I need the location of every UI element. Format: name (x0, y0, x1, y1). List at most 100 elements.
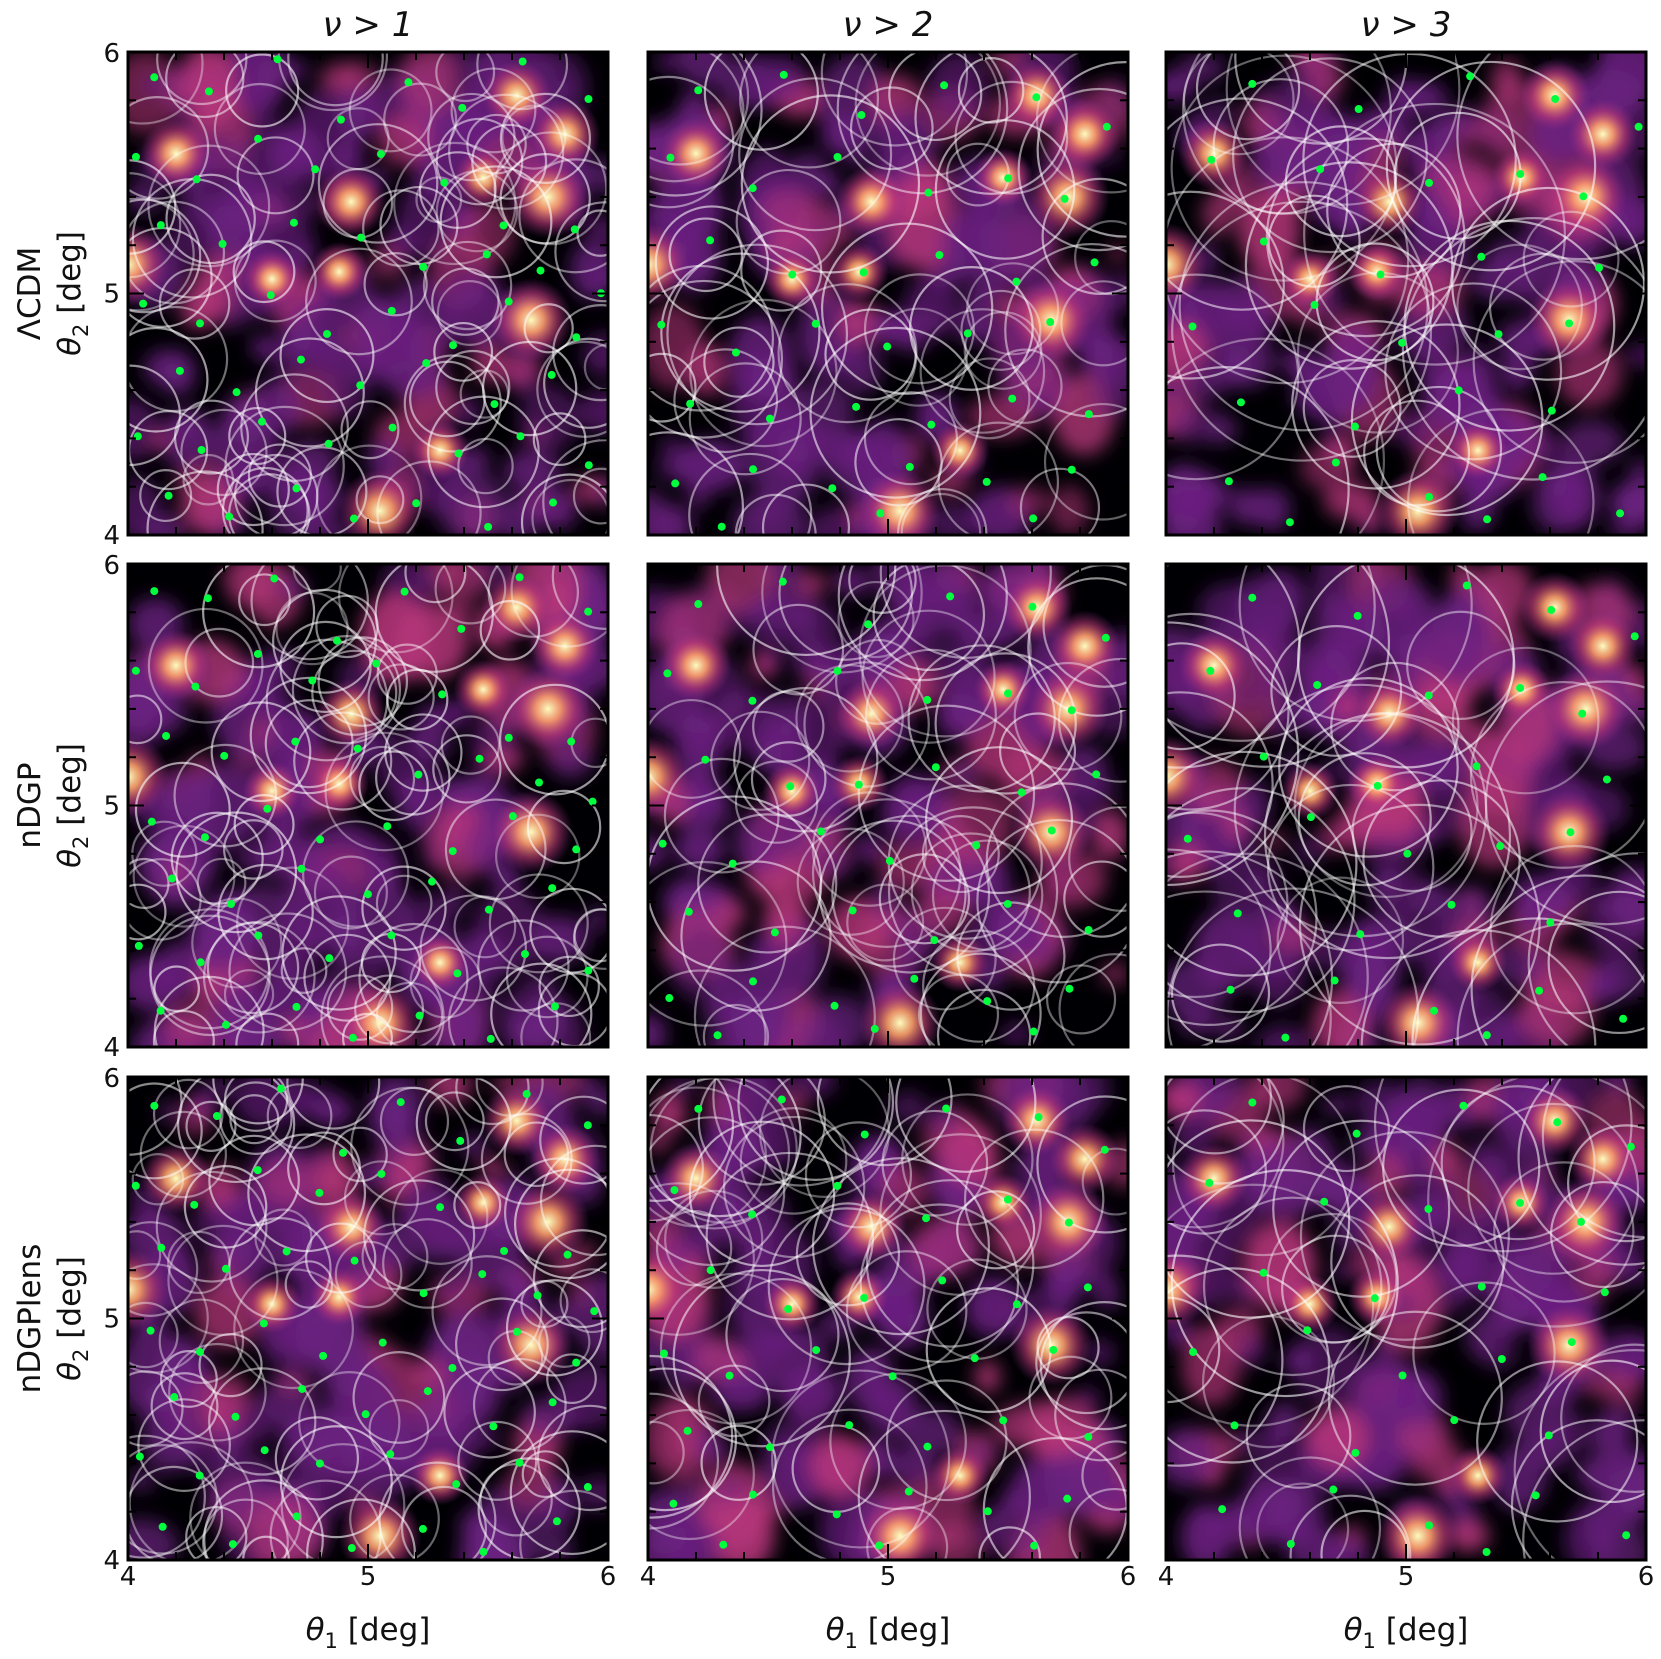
void-circle (361, 1223, 429, 1291)
void-circle (1170, 943, 1271, 1043)
peak-markers (1188, 72, 1643, 527)
peak-marker (1101, 633, 1110, 642)
void-circle (232, 240, 296, 304)
axis-ticks (127, 563, 609, 1048)
peak-marker (1376, 270, 1385, 279)
bright-peak (1566, 1123, 1639, 1196)
void-circle (317, 123, 439, 244)
void-circle (224, 405, 345, 527)
void-circle (1166, 750, 1358, 977)
void-circle (1245, 1383, 1352, 1489)
peak-marker (1285, 518, 1294, 527)
void-circle (978, 1526, 1041, 1560)
void-circle (223, 819, 284, 880)
peak-marker (1320, 1197, 1329, 1206)
bright-peak (1347, 241, 1408, 302)
peak-marker (339, 1148, 348, 1157)
void-circle (664, 1189, 764, 1289)
peak-marker (427, 877, 436, 886)
peak-marker (547, 370, 556, 379)
void-circle (415, 1077, 512, 1172)
void-circle (526, 789, 602, 865)
peak-marker (870, 1024, 879, 1033)
void-circle (303, 933, 392, 1022)
void-circle (931, 839, 1044, 951)
void-circle (326, 107, 390, 171)
void-circle (861, 609, 996, 744)
peak-marker (175, 366, 184, 375)
peak-marker (1577, 1217, 1586, 1226)
bright-peak (930, 1445, 990, 1506)
peak-marker (701, 755, 710, 764)
peak-marker (415, 1011, 424, 1020)
peak-marker (423, 1387, 432, 1396)
peak-marker (422, 359, 431, 368)
void-circle (284, 1260, 334, 1309)
void-circle (693, 925, 876, 1047)
void-circle (291, 635, 402, 745)
panel-ndgp-col3 (1164, 562, 1648, 1049)
bright-peak (1353, 165, 1426, 238)
void-circle (1182, 52, 1392, 215)
panel-ndgp-col2 (646, 562, 1130, 1049)
peak-marker (259, 1319, 268, 1328)
void-circle (1166, 691, 1274, 878)
peak-marker (504, 297, 513, 306)
peak-marker (548, 1398, 557, 1407)
void-circle (185, 1100, 237, 1152)
peak-marker (315, 1459, 324, 1468)
void-circle (689, 298, 838, 448)
peak-marker (1370, 1294, 1379, 1303)
peak-marker (778, 577, 787, 586)
peak-marker (228, 1540, 237, 1549)
void-circle (1281, 1234, 1390, 1344)
void-circle (1238, 1456, 1382, 1560)
peak-marker (1236, 398, 1245, 407)
void-circle (208, 1134, 300, 1227)
void-circle (128, 197, 195, 312)
peak-marker (748, 184, 757, 193)
peak-marker (372, 659, 381, 668)
peak-markers (658, 577, 1110, 1040)
peak-marker (1064, 1218, 1073, 1227)
void-circle (1278, 677, 1459, 858)
peak-marker (910, 974, 919, 983)
peak-marker (500, 1246, 509, 1255)
void-circle (1060, 280, 1128, 367)
peak-marker (195, 1471, 204, 1480)
peak-marker (196, 958, 205, 967)
void-circle (1297, 564, 1515, 769)
void-circle (280, 1443, 406, 1560)
void-circle (158, 268, 231, 340)
peak-marker (1630, 632, 1639, 641)
axis-ticks (647, 51, 1129, 536)
void-circle (431, 267, 500, 336)
bright-peak (660, 629, 732, 702)
void-circle (804, 1121, 913, 1229)
peak-marker (1063, 1494, 1072, 1503)
peak-marker (1516, 684, 1525, 693)
void-circle (342, 1012, 393, 1047)
void-circle (334, 1240, 403, 1309)
column-title: ν > 2 (843, 5, 934, 45)
peak-marker (1316, 165, 1325, 174)
panel-λcdm-col1 (126, 50, 610, 537)
bright-peak (829, 241, 890, 302)
void-circle (450, 67, 537, 154)
peak-marker (983, 1507, 992, 1516)
void-circle (859, 1203, 1020, 1364)
void-circle (697, 1364, 771, 1438)
void-circle (128, 1263, 209, 1374)
void-circle (1272, 1119, 1451, 1298)
void-circle (354, 974, 425, 1045)
void-circle (1166, 1077, 1285, 1229)
void-circle (1166, 1183, 1375, 1427)
void-circle (279, 308, 375, 404)
void-circle (1291, 320, 1461, 490)
void-circle (455, 1297, 549, 1392)
peak-marker (1004, 689, 1013, 698)
void-circle (1350, 323, 1544, 517)
peak-marker (131, 1181, 140, 1190)
peak-marker (192, 175, 201, 184)
